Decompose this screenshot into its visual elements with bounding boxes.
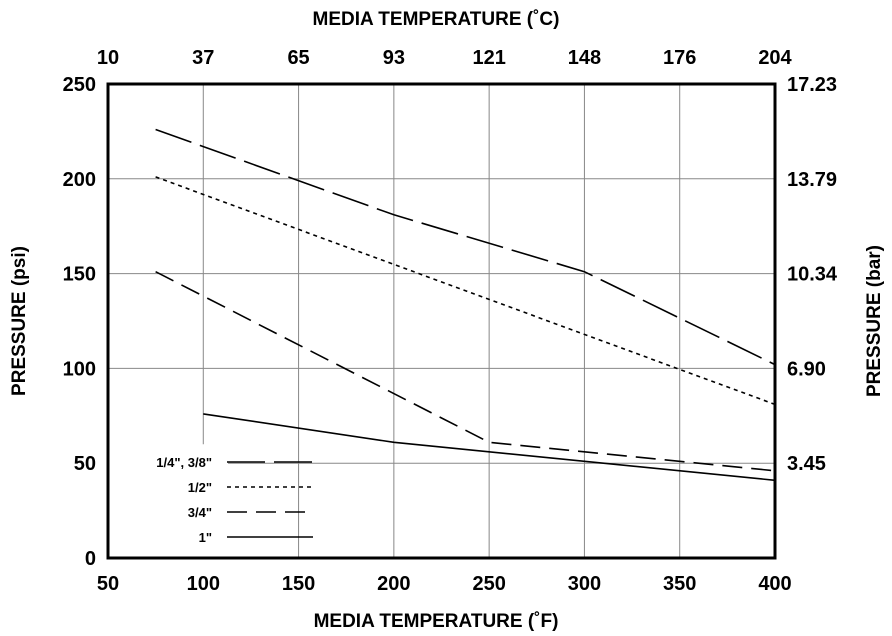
y2-axis-title: PRESSURE (bar)	[864, 245, 885, 397]
y-tick-label: 250	[63, 74, 96, 96]
x2-tick-label: 204	[758, 47, 792, 69]
y2-tick-label: 13.79	[787, 169, 837, 191]
x2-tick-label: 148	[568, 47, 601, 69]
x2-tick-label: 176	[663, 47, 696, 69]
plot-frame	[106, 82, 777, 560]
x2-axis-title: MEDIA TEMPERATURE (˚C)	[313, 9, 560, 30]
y-axis-title: PRESSURE (psi)	[9, 246, 30, 396]
x-tick-label: 250	[472, 573, 505, 595]
tick-labels: 50 100 150 200 250 300 350 40005010015020025010…	[63, 47, 838, 595]
x-tick-label: 150	[282, 573, 315, 595]
x-tick-label: 100	[187, 573, 220, 595]
y2-tick-label: 10.34	[787, 264, 838, 286]
x-axis-title: MEDIA TEMPERATURE (˚F)	[314, 611, 559, 632]
x-tick-label: 400	[758, 573, 791, 595]
legend-label: 3/4"	[188, 505, 212, 520]
x2-tick-label: 37	[192, 47, 214, 69]
series-line	[155, 176, 776, 406]
x-tick-label: 200	[377, 573, 410, 595]
y-tick-label: 0	[85, 548, 96, 570]
series-line	[155, 128, 776, 366]
series-lines	[155, 128, 776, 482]
x2-tick-label: 10	[97, 47, 119, 69]
x-tick-label: 300	[568, 573, 601, 595]
x2-tick-label: 93	[383, 47, 405, 69]
y2-tick-label: 3.45	[787, 453, 826, 475]
legend-label: 1/2"	[188, 480, 212, 495]
legend-label: 1/4", 3/8"	[156, 455, 212, 470]
y-tick-label: 200	[63, 169, 96, 191]
series-line	[203, 413, 776, 482]
x2-tick-label: 121	[472, 47, 505, 69]
y2-tick-label: 17.23	[787, 74, 837, 96]
series-line	[155, 270, 776, 472]
grid	[108, 84, 775, 558]
y-tick-label: 100	[63, 358, 96, 380]
y-tick-label: 50	[74, 453, 96, 475]
x2-tick-label: 65	[287, 47, 309, 69]
x-tick-label: 50	[97, 573, 119, 595]
legend-label: 1"	[199, 530, 212, 545]
x-tick-label: 350	[663, 573, 696, 595]
legend: 1/4", 3/8" 1/2" 3/4" 1"	[156, 455, 313, 545]
y-tick-label: 150	[63, 264, 96, 286]
y2-tick-label: 6.90	[787, 358, 826, 380]
